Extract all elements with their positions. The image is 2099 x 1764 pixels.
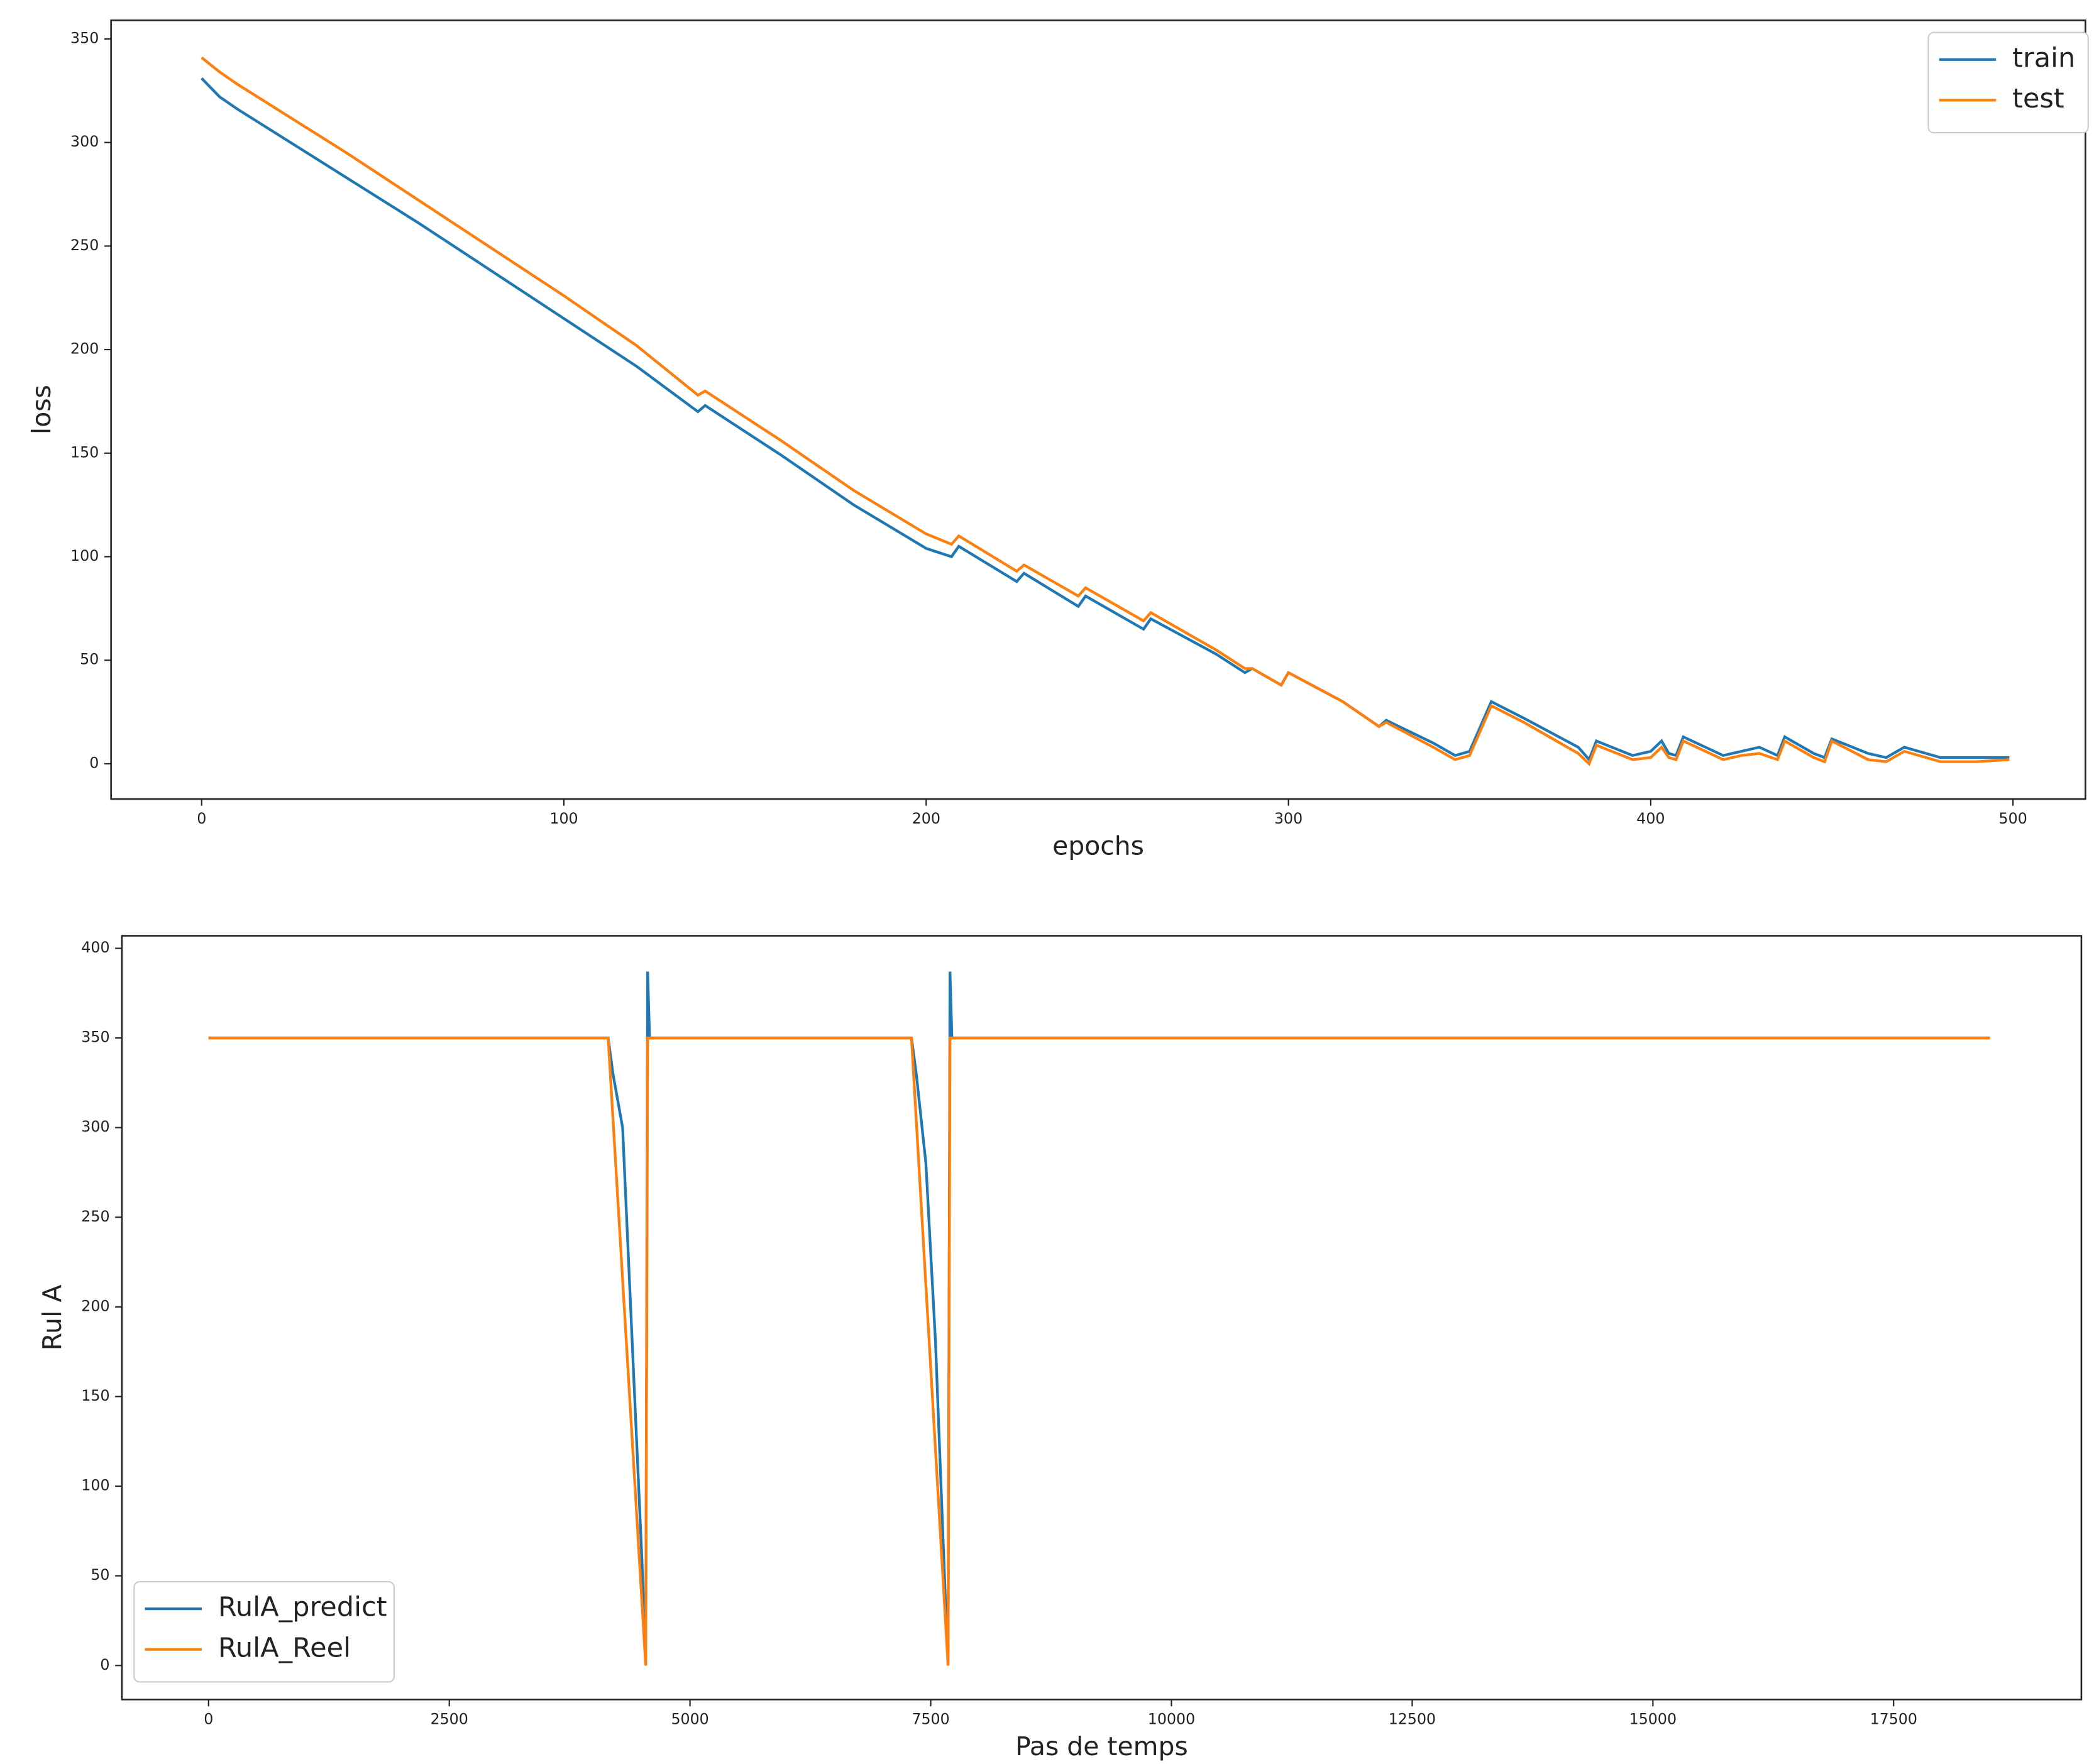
y-tick-label: 200	[70, 340, 99, 358]
x-tick-label: 7500	[912, 1710, 949, 1728]
y-tick-label: 250	[70, 236, 99, 254]
y-tick-label: 350	[70, 29, 99, 47]
y-tick-label: 50	[91, 1566, 109, 1584]
legend-label: test	[2012, 83, 2064, 114]
y-tick-label: 150	[81, 1387, 109, 1404]
x-tick-label: 15000	[1629, 1710, 1677, 1728]
y-tick-label: 300	[81, 1118, 109, 1135]
y-axis-label: Rul A	[37, 1285, 67, 1351]
y-axis-label: loss	[26, 385, 57, 434]
legend: train test	[1927, 31, 2089, 134]
legend-label: RulA_predict	[218, 1592, 387, 1623]
plot-area	[110, 19, 2086, 800]
y-tick-label: 100	[70, 547, 99, 565]
y-tick-label: 0	[89, 754, 99, 771]
y-tick-label: 50	[80, 651, 99, 668]
legend-label: RulA_Reel	[218, 1632, 351, 1663]
x-axis-label: epochs	[1052, 830, 1144, 861]
x-tick-label: 17500	[1870, 1710, 1917, 1728]
y-tick-label: 0	[100, 1656, 109, 1673]
x-tick-label: 2500	[431, 1710, 468, 1728]
y-tick-label: 250	[81, 1208, 109, 1225]
x-tick-label: 500	[1999, 810, 2027, 827]
x-axis-label: Pas de temps	[1015, 1731, 1188, 1761]
series-line	[208, 1036, 1990, 1666]
x-tick-label: 0	[204, 1710, 213, 1728]
chart: 0 100 200 300 400 500 0 50 100 150 200 250 300 350 epo…	[26, 19, 2089, 861]
y-tick-label: 300	[70, 133, 99, 150]
y-tick-label: 400	[81, 939, 109, 956]
x-tick-label: 0	[197, 810, 206, 827]
legend-frame	[133, 1580, 395, 1683]
legend-frame	[1927, 31, 2089, 134]
y-tick-label: 150	[70, 443, 99, 461]
x-tick-label: 300	[1274, 810, 1303, 827]
x-tick-label: 10000	[1148, 1710, 1195, 1728]
y-tick-label: 200	[81, 1297, 109, 1315]
series-line	[201, 56, 2010, 766]
legend: RulA_predict RulA_Reel	[133, 1580, 395, 1683]
chart: 0 2500 5000 7500 10000 12500 15000 17500 0 50 100 1…	[37, 935, 2083, 1761]
plot-area	[121, 935, 2083, 1701]
y-tick-label: 350	[81, 1028, 109, 1046]
x-tick-label: 5000	[671, 1710, 708, 1728]
x-tick-label: 100	[549, 810, 578, 827]
x-tick-label: 400	[1636, 810, 1665, 827]
x-tick-label: 200	[912, 810, 940, 827]
y-tick-label: 100	[81, 1477, 109, 1494]
series-line	[208, 971, 1990, 1666]
x-tick-label: 12500	[1389, 1710, 1436, 1728]
legend-label: train	[2012, 42, 2075, 74]
series-line	[201, 77, 2010, 763]
